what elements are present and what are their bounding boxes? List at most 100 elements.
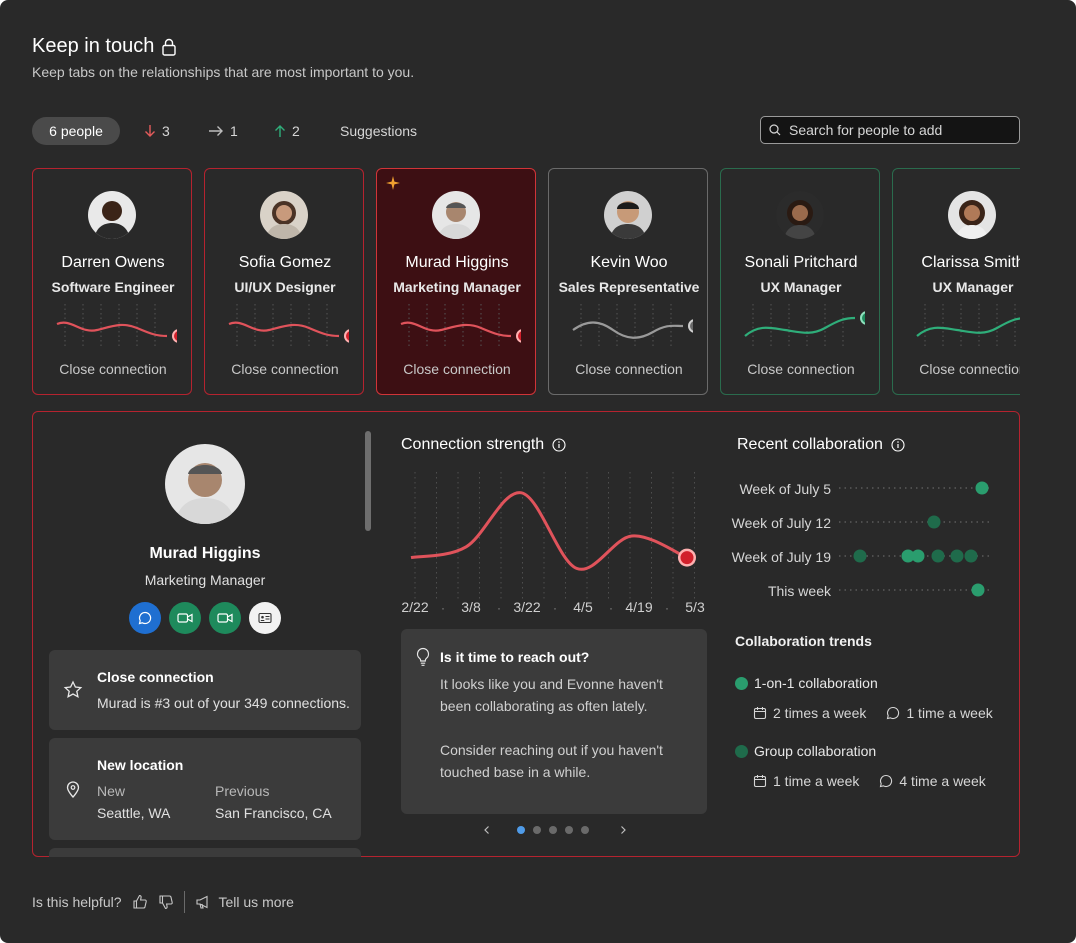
thumbs-up-icon[interactable] — [132, 894, 148, 910]
person-card[interactable]: Clarissa Smith UX Manager Close connecti… — [892, 168, 1020, 395]
person-card[interactable]: Sofia Gomez UI/UX Designer Close connect… — [204, 168, 364, 395]
sparkline-line — [744, 316, 856, 337]
sparkle-icon — [386, 176, 400, 190]
search-box[interactable] — [760, 116, 1020, 144]
trend-one-on-one-stats: 2 times a week 1 time a week — [753, 705, 993, 721]
x-tick-label: 4/5 — [573, 599, 593, 615]
scrollbar-thumb[interactable] — [365, 431, 371, 531]
search-input[interactable] — [789, 122, 1009, 138]
legend-dot — [735, 676, 748, 690]
lightbulb-icon — [416, 647, 430, 666]
person-card[interactable]: Kevin Woo Sales Representative Close con… — [548, 168, 708, 395]
connection-status: Close connection — [59, 361, 167, 377]
collaboration-timeline — [839, 481, 991, 597]
connection-sparkline — [56, 304, 177, 348]
filter-decreasing[interactable]: 3 — [144, 117, 170, 145]
person-name: Clarissa Smith — [921, 254, 1020, 271]
carousel-prev-icon[interactable] — [481, 824, 493, 836]
legend-dot — [735, 744, 748, 758]
trend-group-stats: 1 time a week 4 time a week — [753, 773, 986, 789]
filter-steady[interactable]: 1 — [208, 117, 238, 145]
sparkline-line — [56, 321, 168, 338]
contact-card-button[interactable] — [249, 602, 281, 634]
carousel-dot-active[interactable] — [517, 826, 525, 834]
trend-group: Group collaboration — [735, 743, 876, 759]
sparkline-line — [916, 317, 1020, 337]
connection-status: Close connection — [575, 361, 683, 377]
sparkline-line — [228, 321, 340, 338]
collab-event-dot — [964, 549, 978, 563]
sparkline-end-point — [690, 321, 693, 331]
carousel-dot[interactable] — [565, 826, 573, 834]
tell-us-more-link[interactable]: Tell us more — [195, 894, 294, 910]
meeting-button[interactable] — [209, 602, 241, 634]
divider — [183, 891, 185, 913]
person-role: UX Manager — [932, 279, 1014, 295]
close-connection-card: Close connection Murad is #3 out of your… — [49, 650, 361, 730]
x-tick-label: 5/3 — [685, 599, 705, 615]
trend-one-on-one: 1-on-1 collaboration — [735, 675, 878, 691]
info-icon[interactable] — [552, 438, 566, 452]
filter-suggestions[interactable]: Suggestions — [340, 123, 418, 139]
x-tick-separator: · — [665, 601, 669, 615]
close-connection-title: Close connection — [97, 669, 214, 685]
collab-event-dot — [950, 549, 964, 563]
filter-increasing[interactable]: 2 — [274, 117, 300, 145]
collab-event-dot — [853, 549, 867, 563]
connection-status: Close connection — [747, 361, 855, 377]
x-tick-separator: · — [441, 601, 445, 615]
carousel-dot[interactable] — [549, 826, 557, 834]
connection-status: Close connection — [231, 361, 339, 377]
collaboration-trends-title: Collaboration trends — [735, 633, 872, 649]
carousel-dot[interactable] — [581, 826, 589, 834]
search-icon — [769, 124, 781, 136]
next-info-card — [49, 848, 361, 857]
collab-event-dot — [931, 549, 945, 563]
person-card[interactable]: Sonali Pritchard UX Manager Close connec… — [720, 168, 880, 395]
sparkline-end-point — [862, 313, 865, 323]
page-title: Keep in touch — [32, 35, 177, 58]
person-role: Marketing Manager — [393, 279, 521, 295]
person-name: Darren Owens — [61, 254, 165, 271]
person-role: Sales Representative — [558, 279, 700, 295]
helpful-label: Is this helpful? — [32, 894, 122, 910]
avatar — [776, 191, 824, 239]
carousel-next-icon[interactable] — [617, 824, 629, 836]
week-label: This week — [767, 583, 831, 599]
connection-sparkline — [916, 304, 1020, 348]
chat-button[interactable] — [129, 602, 161, 634]
collab-event-dot — [911, 549, 925, 563]
chat-icon — [887, 706, 900, 720]
week-label: Week of July 5 — [739, 481, 831, 497]
collab-event-dot — [971, 583, 985, 597]
person-card-selected[interactable]: Murad Higgins Marketing Manager Close co… — [376, 168, 536, 395]
x-tick-label: 4/19 — [625, 599, 652, 615]
x-tick-separator: · — [553, 601, 557, 615]
close-connection-text: Murad is #3 out of your 349 connections. — [97, 695, 350, 711]
tip-text: It looks like you and Evonne haven't bee… — [440, 676, 663, 714]
connection-sparkline — [228, 304, 349, 348]
connection-sparkline — [400, 304, 521, 348]
person-card[interactable]: Darren Owens Software Engineer Close con… — [32, 168, 192, 395]
video-icon — [217, 613, 233, 623]
location-previous-label: Previous — [215, 783, 270, 799]
detail-role: Marketing Manager — [144, 572, 266, 588]
lock-icon — [162, 38, 177, 56]
x-tick-separator: · — [609, 601, 613, 615]
thumbs-down-icon[interactable] — [158, 894, 174, 910]
chat-icon — [880, 774, 893, 788]
contact-card-icon — [258, 612, 272, 624]
megaphone-icon — [195, 895, 208, 909]
location-new-value: Seattle, WA — [97, 805, 171, 821]
collab-event-dot — [927, 515, 941, 529]
avatar — [948, 191, 996, 239]
person-detail-panel: Murad Higgins Marketing Manager Close co… — [32, 411, 1020, 857]
avatar — [604, 191, 652, 239]
video-call-button[interactable] — [169, 602, 201, 634]
tip-title: Is it time to reach out? — [440, 649, 590, 665]
filter-all-people[interactable]: 6 people — [32, 117, 120, 145]
carousel-dot[interactable] — [533, 826, 541, 834]
new-location-title: New location — [97, 757, 184, 773]
info-icon[interactable] — [891, 438, 905, 452]
x-tick-separator: · — [497, 601, 501, 615]
